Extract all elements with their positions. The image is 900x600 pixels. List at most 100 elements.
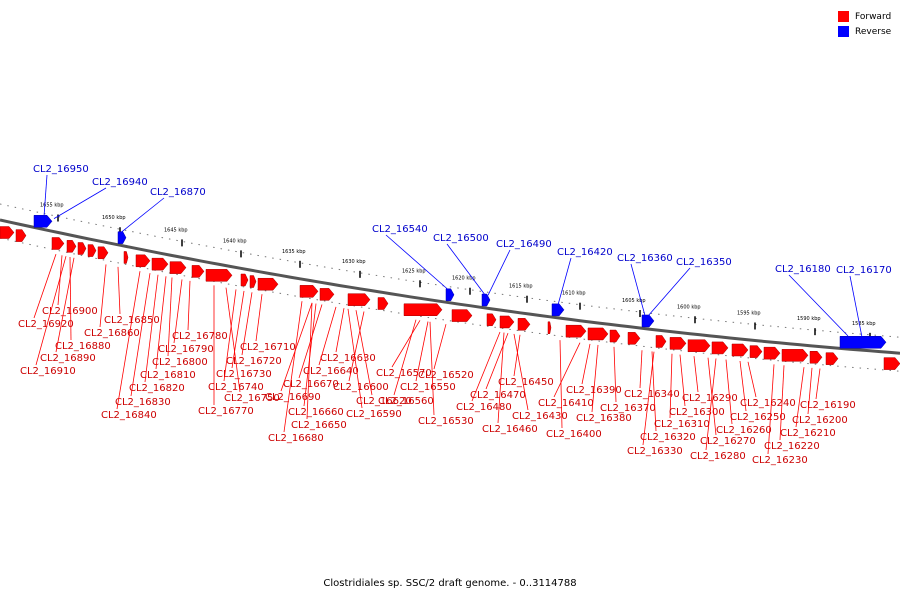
forward-gene-label: CL2_16730 (216, 369, 272, 380)
forward-gene-leader-line (393, 319, 417, 396)
forward-gene-arrow (825, 352, 839, 365)
forward-gene-leader-line (130, 273, 151, 397)
reverse-gene-arrow (117, 231, 127, 244)
forward-gene-arrow (0, 226, 15, 239)
reverse-gene-leader-line (487, 249, 511, 296)
forward-gene-arrow (499, 315, 515, 329)
forward-gene-leader-line (144, 274, 159, 383)
forward-gene-label: CL2_16480 (456, 402, 512, 413)
forward-gene-label: CL2_16680 (268, 433, 324, 444)
forward-gene-label: CL2_16810 (140, 370, 196, 381)
forward-gene-arrow (77, 242, 87, 255)
reverse-gene-label: CL2_16170 (836, 265, 892, 276)
forward-gene-label: CL2_16470 (470, 390, 526, 401)
forward-gene-leader-line (318, 306, 337, 366)
scale-tick-label: 1650 kbp (102, 215, 126, 221)
reverse-gene-arrow (481, 293, 491, 307)
reverse-gene-arrow (641, 314, 655, 328)
forward-gene-leader-line (391, 320, 421, 368)
scale-tick-label: 1585 kbp (852, 321, 876, 327)
scale-tick-label: 1590 kbp (797, 316, 821, 322)
reverse-gene-leader-line (557, 257, 572, 305)
forward-gene-label: CL2_16670 (283, 379, 339, 390)
forward-gene-leader-line (553, 342, 581, 398)
forward-gene-arrow (15, 229, 27, 242)
forward-gene-label: CL2_16860 (84, 328, 140, 339)
forward-gene-leader-line (117, 266, 121, 315)
forward-gene-arrow (66, 240, 77, 253)
forward-gene-leader-line (581, 343, 591, 385)
forward-gene-label: CL2_16270 (700, 436, 756, 447)
forward-gene-arrow (97, 246, 109, 260)
scale-tick-label: 1595 kbp (737, 310, 761, 316)
scale-dotted-line (0, 203, 900, 338)
scale-tick-label: 1610 kbp (562, 291, 586, 297)
forward-gene-arrow (87, 244, 97, 257)
forward-gene-label: CL2_16320 (640, 432, 696, 443)
forward-gene-label: CL2_16560 (378, 396, 434, 407)
forward-gene-leader-line (739, 360, 747, 412)
forward-gene-label: CL2_16410 (538, 398, 594, 409)
reverse-gene-leader-line (385, 234, 449, 290)
forward-gene-arrow (587, 327, 609, 341)
forward-gene-label: CL2_16660 (288, 407, 344, 418)
forward-gene-arrow (257, 277, 279, 291)
forward-gene-leader-line (57, 255, 63, 306)
forward-gene-leader-line (225, 287, 241, 393)
forward-gene-label: CL2_16530 (418, 416, 474, 427)
scale-tick-label: 1620 kbp (452, 276, 476, 282)
scale-tick-label: 1605 kbp (622, 298, 646, 304)
reverse-gene-leader-line (788, 274, 849, 337)
forward-gene-leader-line (693, 356, 699, 393)
forward-gene-arrow (565, 324, 587, 338)
forward-gene-arrow (731, 343, 749, 357)
forward-gene-leader-line (306, 302, 313, 420)
reverse-gene-arrow (33, 215, 53, 228)
legend-item-forward: Forward (838, 9, 891, 24)
reverse-gene-arrow (551, 303, 565, 317)
forward-gene-leader-line (815, 368, 821, 400)
forward-gene-leader-line (241, 292, 253, 356)
forward-gene-arrow (655, 335, 667, 348)
forward-gene-label: CL2_16250 (730, 412, 786, 423)
forward-gene-leader-line (807, 367, 813, 415)
reverse-gene-leader-line (53, 187, 107, 219)
forward-gene-leader-line (679, 354, 686, 407)
forward-gene-leader-line (513, 334, 521, 377)
forward-gene-label: CL2_16430 (512, 411, 568, 422)
forward-gene-arrow (809, 351, 823, 364)
forward-gene-label: CL2_16630 (320, 353, 376, 364)
forward-gene-label: CL2_16920 (18, 319, 74, 330)
forward-gene-leader-line (167, 277, 173, 357)
forward-gene-label: CL2_16650 (291, 420, 347, 431)
reverse-gene-leader-line (43, 174, 48, 217)
forward-gene-leader-line (669, 353, 673, 419)
forward-gene-label: CL2_16820 (129, 383, 185, 394)
forward-gene-leader-line (116, 271, 141, 410)
legend-label-forward: Forward (855, 11, 892, 22)
scale-tick-label: 1635 kbp (282, 249, 306, 255)
forward-gene-leader-line (348, 311, 365, 382)
forward-gene-label: CL2_16240 (740, 398, 796, 409)
reverse-gene-label: CL2_16500 (433, 233, 489, 244)
forward-gene-label: CL2_16570 (376, 368, 432, 379)
forward-gene-label: CL2_16770 (198, 406, 254, 417)
forward-gene-leader-line (471, 331, 501, 402)
forward-gene-arrow (711, 341, 729, 355)
forward-gene-leader-line (497, 332, 505, 424)
forward-gene-label: CL2_16310 (654, 419, 710, 430)
reverse-gene-leader-line (120, 197, 165, 233)
forward-gene-label: CL2_16200 (792, 415, 848, 426)
forward-gene-label: CL2_16620 (356, 396, 412, 407)
forward-gene-label: CL2_16830 (115, 397, 171, 408)
forward-gene-label: CL2_16590 (346, 409, 402, 420)
forward-gene-leader-line (513, 333, 529, 411)
forward-gene-label: CL2_16290 (682, 393, 738, 404)
reverse-gene-leader-line (446, 243, 486, 296)
reverse-gene-label: CL2_16360 (617, 253, 673, 264)
forward-gene-arrow (627, 332, 641, 345)
forward-gene-label: CL2_16780 (172, 331, 228, 342)
reverse-gene-arrow (839, 336, 887, 349)
